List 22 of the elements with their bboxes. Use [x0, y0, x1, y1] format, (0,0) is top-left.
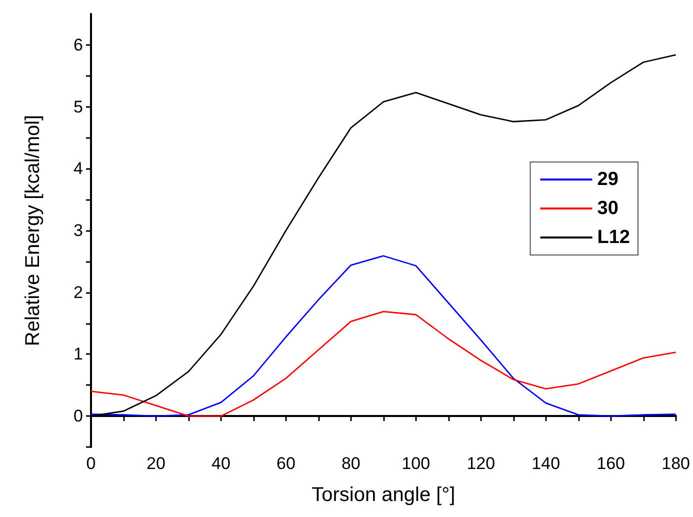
y-tick-label: 6 [74, 35, 83, 54]
y-tick-label: 2 [74, 282, 83, 302]
x-tick-label: 20 [146, 454, 166, 473]
x-tick-label: 180 [662, 454, 690, 473]
legend-label: 30 [597, 198, 618, 219]
x-tick-label: 100 [402, 454, 430, 473]
legend-label: L12 [597, 227, 630, 248]
y-tick-label: 4 [74, 159, 83, 178]
x-axis-title: Torsion angle [°] [312, 484, 456, 506]
x-tick-label: 40 [212, 454, 230, 473]
y-tick-label: 1 [74, 344, 83, 364]
y-axis-title: Relative Energy [kcal/mol] [22, 114, 44, 346]
x-tick-label: 0 [86, 454, 96, 473]
legend-label: 29 [597, 169, 618, 190]
y-tick-label: 5 [74, 97, 83, 116]
y-tick-label: 0 [74, 406, 83, 426]
x-tick-label: 140 [532, 454, 560, 473]
x-tick-label: 60 [276, 454, 296, 473]
y-tick-label: 3 [74, 221, 83, 240]
x-tick-label: 120 [466, 454, 496, 473]
x-tick-label: 80 [341, 454, 360, 473]
x-tick-label: 160 [596, 454, 626, 473]
